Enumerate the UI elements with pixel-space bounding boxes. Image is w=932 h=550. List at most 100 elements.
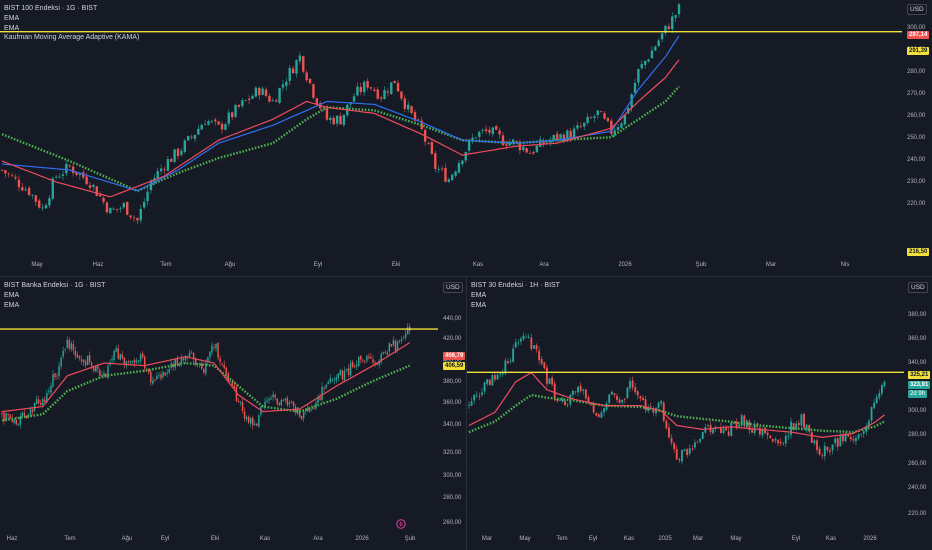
candle[interactable]: [252, 417, 254, 426]
candle[interactable]: [123, 357, 126, 365]
candle[interactable]: [131, 360, 134, 362]
candle[interactable]: [821, 455, 824, 457]
candle[interactable]: [7, 173, 10, 175]
candle[interactable]: [237, 104, 241, 107]
candle[interactable]: [190, 136, 193, 138]
candle[interactable]: [262, 406, 264, 408]
candle[interactable]: [640, 64, 643, 69]
candle[interactable]: [608, 394, 611, 403]
candle[interactable]: [564, 400, 567, 406]
candle[interactable]: [644, 399, 647, 411]
candle[interactable]: [40, 402, 42, 405]
candle[interactable]: [552, 134, 555, 140]
candle[interactable]: [105, 202, 109, 213]
candle[interactable]: [268, 399, 270, 401]
candle[interactable]: [270, 398, 272, 400]
candle[interactable]: [58, 365, 60, 377]
candle[interactable]: [254, 424, 256, 426]
candle[interactable]: [779, 441, 782, 444]
candle[interactable]: [603, 113, 606, 119]
candle[interactable]: [852, 439, 855, 441]
candle[interactable]: [386, 91, 390, 93]
candle[interactable]: [440, 168, 444, 170]
candle[interactable]: [14, 176, 17, 179]
candle[interactable]: [80, 359, 83, 362]
candle[interactable]: [517, 342, 520, 344]
candle[interactable]: [677, 4, 681, 15]
candle[interactable]: [553, 383, 556, 401]
candle[interactable]: [7, 413, 9, 416]
bist-banka-chart-panel[interactable]: BIST Banka Endeksi · 1G · BIST EMA EMA U…: [0, 277, 466, 550]
candle[interactable]: [61, 174, 65, 176]
candle[interactable]: [860, 433, 863, 435]
candle[interactable]: [300, 416, 303, 420]
candle[interactable]: [688, 448, 691, 454]
candle[interactable]: [233, 385, 236, 389]
candle[interactable]: [24, 189, 27, 191]
candle[interactable]: [5, 413, 7, 421]
candle[interactable]: [522, 335, 525, 340]
candle[interactable]: [227, 112, 230, 124]
candle[interactable]: [112, 208, 115, 210]
candle[interactable]: [117, 348, 119, 359]
candle[interactable]: [369, 87, 373, 89]
candle[interactable]: [626, 387, 629, 398]
candle[interactable]: [203, 369, 205, 373]
candle[interactable]: [370, 356, 372, 359]
candle[interactable]: [362, 360, 364, 361]
candle[interactable]: [665, 420, 668, 429]
candle[interactable]: [281, 84, 285, 88]
candle[interactable]: [82, 172, 85, 178]
candle[interactable]: [121, 354, 123, 359]
candle[interactable]: [347, 368, 350, 375]
candle[interactable]: [291, 68, 295, 74]
candle[interactable]: [810, 432, 813, 443]
candle[interactable]: [883, 381, 886, 386]
candle[interactable]: [849, 436, 852, 440]
candle[interactable]: [582, 389, 585, 391]
candle[interactable]: [25, 415, 28, 418]
candle[interactable]: [72, 344, 75, 351]
candle[interactable]: [266, 400, 268, 403]
candle[interactable]: [870, 407, 873, 421]
candle[interactable]: [540, 359, 543, 364]
candle[interactable]: [125, 361, 128, 366]
candle[interactable]: [115, 348, 117, 352]
candle[interactable]: [355, 364, 358, 367]
candle[interactable]: [491, 127, 495, 135]
candle[interactable]: [205, 362, 207, 374]
candle[interactable]: [317, 397, 319, 404]
candle[interactable]: [549, 140, 552, 143]
candle[interactable]: [857, 434, 860, 439]
candle[interactable]: [74, 350, 77, 356]
candle[interactable]: [188, 352, 191, 357]
candle[interactable]: [634, 387, 637, 393]
candle[interactable]: [31, 194, 34, 196]
candle[interactable]: [555, 133, 559, 141]
candle[interactable]: [315, 98, 319, 105]
candle[interactable]: [847, 434, 850, 437]
candle[interactable]: [392, 340, 395, 346]
candle[interactable]: [215, 343, 217, 349]
candle[interactable]: [159, 168, 163, 172]
candle[interactable]: [722, 428, 725, 433]
candle[interactable]: [647, 59, 650, 62]
candle[interactable]: [335, 115, 339, 124]
candle[interactable]: [164, 372, 166, 376]
candle[interactable]: [667, 26, 671, 30]
candle[interactable]: [288, 67, 291, 81]
candle[interactable]: [430, 141, 434, 154]
candle[interactable]: [761, 428, 764, 436]
candle[interactable]: [295, 60, 298, 74]
candle[interactable]: [366, 356, 368, 361]
candle[interactable]: [878, 392, 881, 398]
candle[interactable]: [657, 40, 660, 47]
candle[interactable]: [545, 367, 548, 384]
candle[interactable]: [183, 140, 186, 152]
candle[interactable]: [501, 135, 505, 146]
candle[interactable]: [862, 431, 865, 434]
candle[interactable]: [813, 440, 816, 444]
bist100-plot[interactable]: [0, 0, 932, 275]
candle[interactable]: [532, 152, 535, 154]
candle[interactable]: [353, 366, 356, 367]
